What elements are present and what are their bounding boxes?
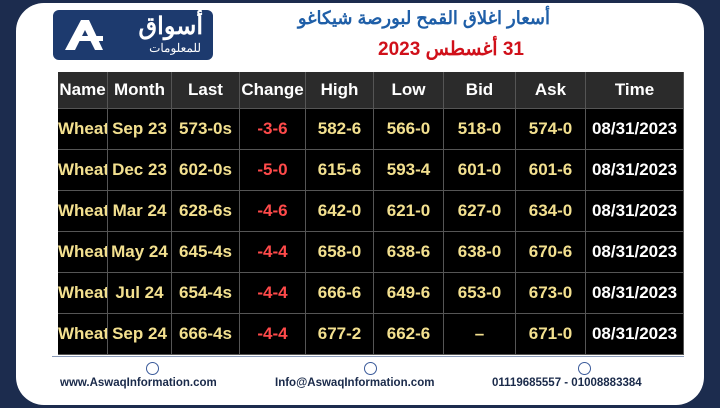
header-row: Name Month Last Change High Low Bid Ask Time (58, 72, 684, 109)
table-cell: -3-6 (240, 109, 306, 149)
table-cell: Jul 24 (108, 273, 172, 313)
table-cell: 582-6 (306, 109, 374, 149)
email-icon (364, 362, 377, 375)
table-cell: 08/31/2023 (586, 150, 684, 190)
data-row: Wheat Jul 24 654-4s -4-4 666-6 649-6 653-0 673-… (58, 273, 684, 314)
phone-icon (578, 362, 591, 375)
web-icon (146, 362, 159, 375)
table-cell: 08/31/2023 (586, 314, 684, 354)
table-cell: 601-0 (444, 150, 516, 190)
table-cell: 670-6 (516, 232, 586, 272)
table-cell: -4-4 (240, 232, 306, 272)
footer: www.AswaqInformation.com Info@AswaqInfor… (52, 356, 684, 397)
table-cell: Wheat (58, 314, 108, 354)
table-cell: 08/31/2023 (586, 109, 684, 149)
table-cell: Wheat (58, 273, 108, 313)
column-header: Change (240, 72, 306, 108)
table-cell: -4-6 (240, 191, 306, 231)
table-cell: 08/31/2023 (586, 273, 684, 313)
column-header: Low (374, 72, 444, 108)
table: Name Month Last Change High Low Bid Ask Time Whea… (58, 72, 684, 355)
table-cell: -4-4 (240, 273, 306, 313)
column-header: Bid (444, 72, 516, 108)
data-row: Wheat May 24 645-4s -4-4 658-0 638-6 638-0 670-… (58, 232, 684, 273)
table-cell: 638-6 (374, 232, 444, 272)
table-cell: 658-0 (306, 232, 374, 272)
table-cell: 662-6 (374, 314, 444, 354)
table-cell: 518-0 (444, 109, 516, 149)
title: أسعار اغلاق القمح لبورصة شيكاغو (297, 8, 550, 28)
table-cell: Wheat (58, 191, 108, 231)
table-cell: 653-0 (444, 273, 516, 313)
table-cell: -5-0 (240, 150, 306, 190)
table-cell: 642-0 (306, 191, 374, 231)
date: 31 أغسطس 2023 (378, 39, 524, 60)
table-cell: 638-0 (444, 232, 516, 272)
table-cell: Wheat (58, 109, 108, 149)
table-cell: – (444, 314, 516, 354)
table-cell: 654-4s (172, 273, 240, 313)
logo-tagline: للمعلومات (149, 41, 201, 55)
table-cell: 574-0 (516, 109, 586, 149)
table-cell: Dec 23 (108, 150, 172, 190)
column-header: Name (58, 72, 108, 108)
table-cell: 677-2 (306, 314, 374, 354)
column-header: Month (108, 72, 172, 108)
data-row: Wheat Sep 23 573-0s -3-6 582-6 566-0 518-0 574-… (58, 109, 684, 150)
table-cell: 634-0 (516, 191, 586, 231)
table-cell: 566-0 (374, 109, 444, 149)
table-cell: Sep 24 (108, 314, 172, 354)
table-cell: May 24 (108, 232, 172, 272)
logo-name: أسواق (138, 13, 203, 40)
table-cell: 671-0 (516, 314, 586, 354)
table-cell: 08/31/2023 (586, 191, 684, 231)
table-cell: 593-4 (374, 150, 444, 190)
table-cell: -4-4 (240, 314, 306, 354)
column-header: Last (172, 72, 240, 108)
table-cell: 649-6 (374, 273, 444, 313)
data-row: Wheat Dec 23 602-0s -5-0 615-6 593-4 601-0 601-… (58, 150, 684, 191)
table-cell: 627-0 (444, 191, 516, 231)
table-cell: 615-6 (306, 150, 374, 190)
table-cell: Wheat (58, 150, 108, 190)
logo: أسواق للمعلومات (53, 10, 213, 60)
phone: 01119685557 - 01008883384 (492, 377, 642, 389)
table-cell: 602-0s (172, 150, 240, 190)
data-row: Wheat Sep 24 666-4s -4-4 677-2 662-6–671-0 08/… (58, 314, 684, 355)
table-cell: 666-4s (172, 314, 240, 354)
website: www.AswaqInformation.com (60, 377, 217, 389)
table-cell: 621-0 (374, 191, 444, 231)
table-cell: 08/31/2023 (586, 232, 684, 272)
logo-icon (65, 20, 103, 50)
table-cell: 628-6s (172, 191, 240, 231)
table-cell: 673-0 (516, 273, 586, 313)
data-row: Wheat Mar 24 628-6s -4-6 642-0 621-0 627-0 634-… (58, 191, 684, 232)
table-cell: 645-4s (172, 232, 240, 272)
table-cell: 601-6 (516, 150, 586, 190)
table-cell: Sep 23 (108, 109, 172, 149)
table-cell: 573-0s (172, 109, 240, 149)
email: Info@AswaqInformation.com (275, 377, 435, 389)
table-cell: Mar 24 (108, 191, 172, 231)
column-header: Ask (516, 72, 586, 108)
column-header: High (306, 72, 374, 108)
table-cell: 666-6 (306, 273, 374, 313)
table-cell: Wheat (58, 232, 108, 272)
column-header: Time (586, 72, 684, 108)
